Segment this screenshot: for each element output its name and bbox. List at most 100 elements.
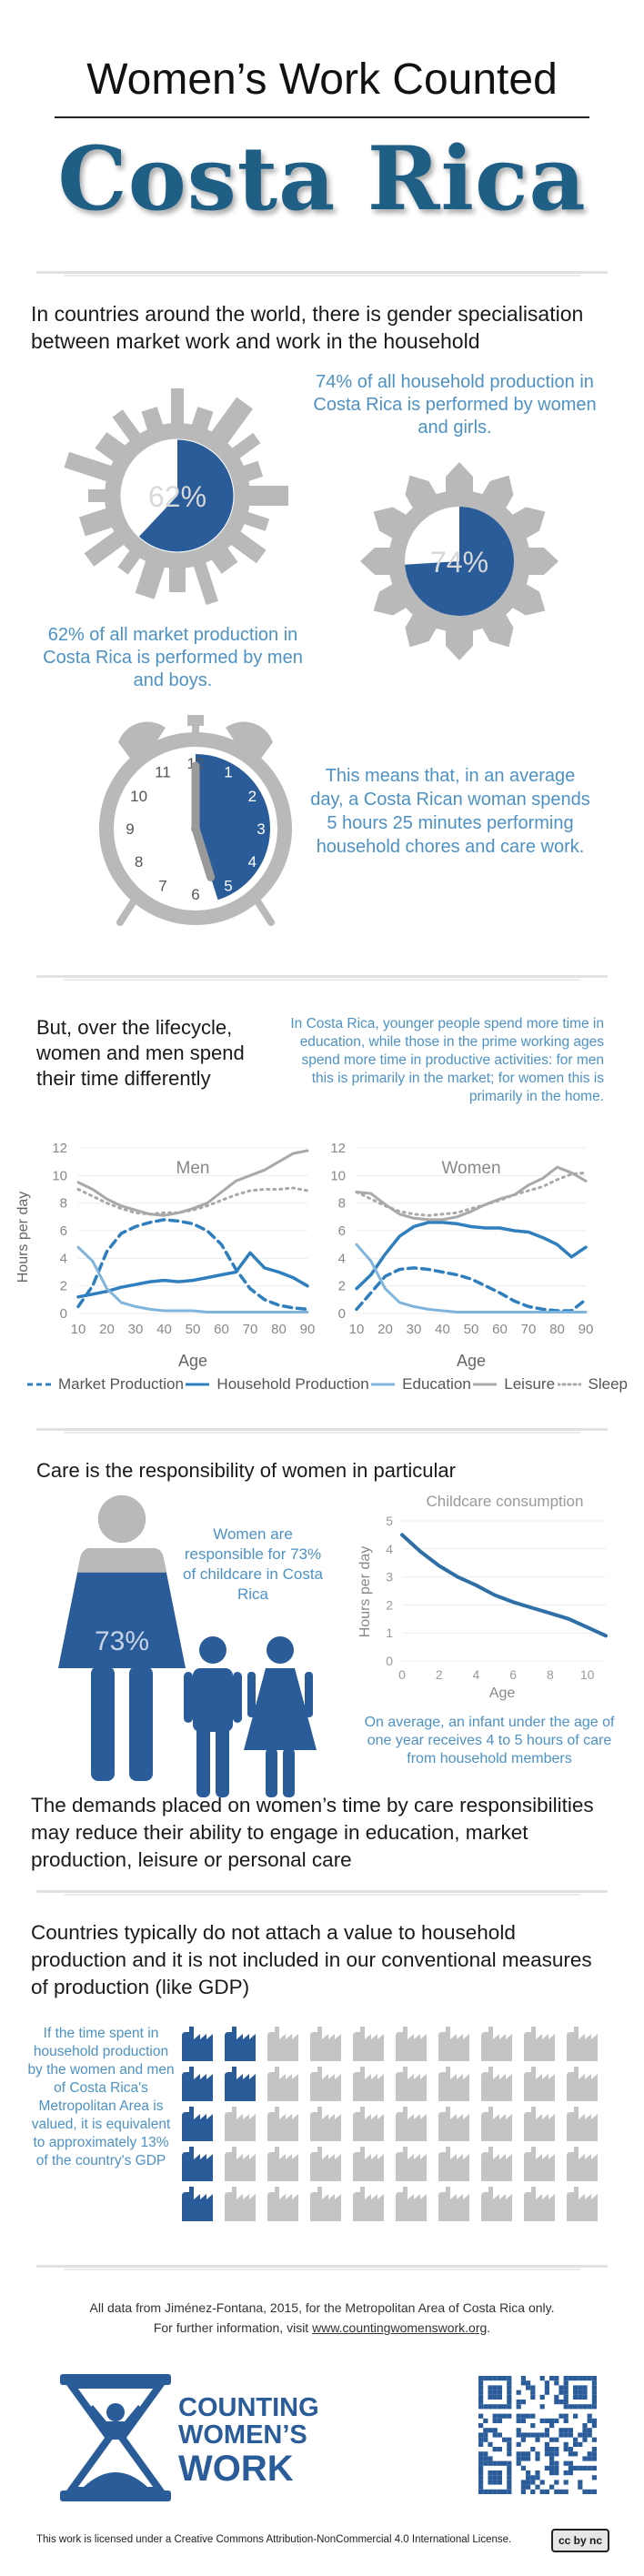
legend-item-market: Market Production — [27, 1375, 184, 1394]
x-tick-label: 70 — [243, 1322, 258, 1337]
factory-icon — [182, 2067, 213, 2101]
factory-icon — [396, 2147, 427, 2181]
logo-line-3: WORK — [178, 2449, 294, 2489]
intro-text: In countries around the world, there is … — [31, 302, 584, 353]
x-tick-label: 0 — [398, 1667, 406, 1682]
y-tick-label: 10 — [330, 1168, 346, 1183]
series-line-household-production — [76, 1251, 309, 1299]
factory-icon — [524, 2187, 555, 2221]
source-note: All data from Jiménez-Fontana, 2015, for… — [89, 2300, 555, 2315]
x-tick-label: 10 — [580, 1667, 595, 1682]
lifecycle-ylabel: Hours per day — [15, 1192, 31, 1283]
logo-text: COUNTING WOMEN’S WORK — [178, 2394, 319, 2489]
factory-icon — [396, 2067, 427, 2101]
x-tick-label: 40 — [156, 1322, 172, 1337]
series-line-childcare — [400, 1533, 608, 1638]
series-line-market-production — [76, 1218, 309, 1312]
household-pct-label: 74% — [430, 546, 488, 579]
cc-badge-label: cc by nc — [558, 2534, 603, 2547]
market-city-pie-icon: 62% — [64, 388, 288, 606]
market-stat-text: 62% of all market production in Costa Ri… — [43, 625, 303, 690]
logo-line-1: COUNTING — [178, 2393, 319, 2422]
women-pct-label: 73% — [95, 1626, 149, 1656]
clock-number: 4 — [248, 853, 257, 870]
x-tick-label: 50 — [186, 1322, 201, 1337]
factory-icon — [267, 2187, 298, 2221]
y-tick-label: 5 — [386, 1514, 393, 1528]
lifecycle-legend: Market Production Household Production E… — [27, 1375, 628, 1394]
factory-icon — [182, 2107, 213, 2141]
section-divider — [36, 973, 608, 982]
y-tick-label: 4 — [338, 1251, 346, 1266]
panel-title: Women — [441, 1159, 500, 1178]
factory-icon — [353, 2187, 384, 2221]
x-tick-label: 80 — [271, 1322, 287, 1337]
factory-icon — [225, 2147, 256, 2181]
clock-number: 3 — [257, 820, 265, 838]
y-tick-label: 2 — [386, 1597, 393, 1612]
factory-icon — [567, 2187, 598, 2221]
x-tick-label: 4 — [473, 1667, 480, 1682]
children-figures-icon — [184, 1636, 317, 1797]
country-title: Costa Rica — [57, 127, 587, 230]
gdp-heading: Countries typically do not attach a valu… — [31, 1921, 592, 1998]
section-divider — [36, 2263, 608, 2272]
x-tick-label: 90 — [579, 1322, 594, 1337]
men-xlabel: Age — [178, 1352, 207, 1370]
factory-icon — [225, 2027, 256, 2061]
factory-icon — [225, 2067, 256, 2101]
section-divider — [36, 269, 608, 278]
x-tick-label: 8 — [547, 1667, 554, 1682]
x-tick-label: 40 — [435, 1322, 450, 1337]
legend-label: Education — [402, 1375, 471, 1393]
factory-icon — [310, 2107, 341, 2141]
x-tick-label: 60 — [492, 1322, 508, 1337]
info-note: For further information, visit www.count… — [0, 2318, 644, 2338]
x-tick-label: 90 — [300, 1322, 316, 1337]
info-prefix: For further information, visit — [153, 2320, 309, 2335]
factory-icon — [481, 2027, 512, 2061]
lifecycle-charts: 0 2 4 6 8 10 12 10 20 30 40 50 60 70 80 90 Men 0 2 4 6 8 10 12 1… — [15, 1141, 594, 1370]
factory-icon — [524, 2107, 555, 2141]
factory-icon — [310, 2187, 341, 2221]
series-line-sleep — [355, 1171, 588, 1217]
website-link[interactable]: www.countingwomenswork.org — [312, 2320, 488, 2335]
childcare-share-text: Women are responsible for 73% of childca… — [182, 1525, 324, 1603]
legend-item-sleep: Sleep — [557, 1375, 628, 1394]
y-tick-label: 4 — [386, 1542, 393, 1556]
clock-number: 9 — [126, 820, 134, 838]
legend-label: Market Production — [58, 1375, 184, 1393]
clock-number: 1 — [224, 764, 232, 781]
factory-icon — [353, 2027, 384, 2061]
woman-figure-icon: 73% — [58, 1495, 186, 1781]
y-tick-label: 10 — [52, 1168, 67, 1183]
factory-icon — [182, 2147, 213, 2181]
factory-icon — [396, 2027, 427, 2061]
hourglass-logo-icon — [60, 2374, 171, 2501]
x-tick-label: 30 — [128, 1322, 144, 1337]
care-heading: Care is the responsibility of women in p… — [36, 1459, 456, 1482]
factory-icon — [524, 2147, 555, 2181]
cc-license-badge[interactable]: cc by nc — [551, 2529, 609, 2552]
legend-label: Sleep — [588, 1375, 628, 1393]
factory-icon — [396, 2187, 427, 2221]
series-line-leisure — [355, 1165, 588, 1222]
factory-icon — [481, 2147, 512, 2181]
factory-icon — [481, 2187, 512, 2221]
qr-code-icon[interactable] — [478, 2376, 597, 2494]
clock-text: This means that, in an average day, a Co… — [310, 766, 590, 857]
factory-icon — [438, 2027, 469, 2061]
factory-icon — [182, 2027, 213, 2061]
clock-number: 11 — [155, 764, 171, 781]
series-line-education — [355, 1243, 588, 1313]
x-tick-label: 50 — [464, 1322, 479, 1337]
y-tick-label: 4 — [60, 1251, 67, 1266]
factory-icon — [481, 2067, 512, 2101]
factory-icon — [567, 2027, 598, 2061]
factory-icon — [353, 2147, 384, 2181]
childcare-chart: Childcare consumption 0 1 2 3 4 5 0 2 4 6 8 10 Hour… — [357, 1493, 608, 1701]
factory-icon — [481, 2107, 512, 2141]
legend-item-household: Household Production — [186, 1375, 369, 1394]
series-line-household-production — [355, 1221, 588, 1291]
factory-icon — [396, 2107, 427, 2141]
